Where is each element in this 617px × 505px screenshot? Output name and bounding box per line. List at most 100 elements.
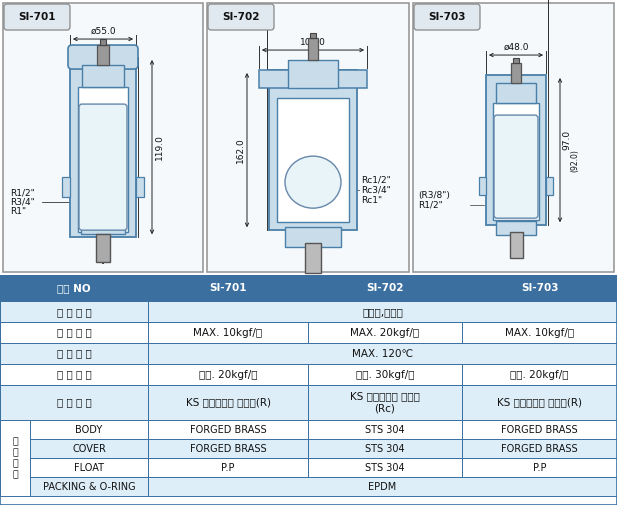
Text: 형식 NO: 형식 NO bbox=[57, 283, 91, 293]
Bar bbox=[3, 3, 203, 272]
Bar bbox=[82, 65, 124, 87]
FancyBboxPatch shape bbox=[4, 4, 70, 30]
Bar bbox=[148, 458, 308, 477]
FancyBboxPatch shape bbox=[208, 4, 274, 30]
Bar bbox=[148, 477, 617, 496]
Text: 냉온수,증온수: 냉온수,증온수 bbox=[362, 307, 403, 317]
Bar bbox=[136, 177, 144, 197]
Bar bbox=[462, 385, 617, 420]
Text: 수압. 20kgf/㎡: 수압. 20kgf/㎡ bbox=[199, 370, 257, 380]
Bar bbox=[413, 3, 614, 272]
Text: 적 용 유 체: 적 용 유 체 bbox=[57, 307, 91, 317]
Text: Rc3/4": Rc3/4" bbox=[361, 186, 391, 194]
Text: (R3/8"): (R3/8") bbox=[418, 191, 450, 199]
Text: MAX. 10kgf/㎡: MAX. 10kgf/㎡ bbox=[505, 328, 574, 338]
Text: 내 압 시 험: 내 압 시 험 bbox=[57, 370, 91, 380]
Bar bbox=[62, 177, 70, 197]
Bar bbox=[462, 458, 617, 477]
Bar bbox=[70, 57, 136, 237]
Text: 적 용 온 도: 적 용 온 도 bbox=[57, 348, 91, 359]
Bar bbox=[462, 275, 617, 301]
Bar bbox=[0, 385, 148, 420]
Bar bbox=[100, 39, 106, 45]
Text: SI-703: SI-703 bbox=[521, 283, 558, 293]
Text: R3/4": R3/4" bbox=[10, 197, 35, 207]
Bar bbox=[0, 322, 148, 343]
Text: FORGED BRASS: FORGED BRASS bbox=[501, 425, 578, 435]
Text: SI-703: SI-703 bbox=[428, 12, 466, 22]
Text: 적 용 압 력: 적 용 압 력 bbox=[57, 328, 91, 338]
Text: (92.0): (92.0) bbox=[570, 148, 579, 172]
Text: ø69.0: ø69.0 bbox=[300, 285, 326, 294]
Text: SI-702: SI-702 bbox=[366, 283, 404, 293]
Bar bbox=[308, 458, 462, 477]
Bar bbox=[308, 38, 318, 60]
Bar bbox=[308, 420, 462, 439]
Bar bbox=[148, 322, 308, 343]
Bar bbox=[308, 275, 462, 301]
Bar bbox=[30, 420, 148, 439]
Bar bbox=[511, 63, 521, 83]
Bar bbox=[308, 439, 462, 458]
Text: STS 304: STS 304 bbox=[365, 463, 405, 473]
Text: FORGED BRASS: FORGED BRASS bbox=[189, 425, 267, 435]
Text: SI-701: SI-701 bbox=[209, 283, 247, 293]
Text: MAX. 10kgf/㎡: MAX. 10kgf/㎡ bbox=[194, 328, 263, 338]
Bar bbox=[277, 98, 349, 222]
Text: Rc1/2": Rc1/2" bbox=[361, 176, 391, 185]
Bar bbox=[285, 227, 341, 247]
Text: 162.0: 162.0 bbox=[236, 137, 245, 163]
Bar bbox=[496, 221, 536, 235]
Bar bbox=[308, 385, 462, 420]
Bar bbox=[148, 385, 308, 420]
Text: R1/2": R1/2" bbox=[10, 189, 35, 197]
Text: STS 304: STS 304 bbox=[365, 443, 405, 453]
Bar bbox=[148, 439, 308, 458]
Bar bbox=[148, 275, 308, 301]
Bar bbox=[259, 70, 367, 88]
Bar bbox=[0, 420, 30, 496]
Bar bbox=[479, 177, 486, 195]
Ellipse shape bbox=[285, 156, 341, 208]
Text: KS 관용테이퍼 숫나사(R): KS 관용테이퍼 숫나사(R) bbox=[186, 397, 270, 408]
Text: KS 관용테이퍼 암나사
(Rc): KS 관용테이퍼 암나사 (Rc) bbox=[350, 391, 420, 414]
Text: SI-701: SI-701 bbox=[19, 12, 56, 22]
Bar bbox=[462, 364, 617, 385]
Bar bbox=[148, 343, 617, 364]
Bar bbox=[310, 33, 316, 38]
Bar bbox=[510, 232, 523, 258]
Bar bbox=[486, 75, 546, 225]
Text: P.P: P.P bbox=[532, 463, 546, 473]
Bar bbox=[148, 420, 308, 439]
Bar bbox=[30, 477, 148, 496]
Text: 주
요
제
질: 주 요 제 질 bbox=[12, 437, 18, 479]
Text: FLOAT: FLOAT bbox=[74, 463, 104, 473]
Bar bbox=[305, 243, 321, 273]
Bar bbox=[462, 322, 617, 343]
Text: ø48.0: ø48.0 bbox=[503, 43, 529, 52]
Text: EPDM: EPDM bbox=[368, 482, 397, 491]
Bar bbox=[0, 275, 148, 301]
Bar bbox=[148, 301, 617, 322]
Text: 접 속 방 식: 접 속 방 식 bbox=[57, 397, 91, 408]
FancyBboxPatch shape bbox=[79, 104, 127, 230]
Bar bbox=[0, 364, 148, 385]
Bar bbox=[96, 234, 110, 262]
Bar bbox=[493, 103, 539, 220]
Text: MAX. 20kgf/㎡: MAX. 20kgf/㎡ bbox=[350, 328, 420, 338]
FancyBboxPatch shape bbox=[414, 4, 480, 30]
Bar bbox=[462, 439, 617, 458]
Bar bbox=[462, 420, 617, 439]
Bar bbox=[0, 301, 148, 322]
Text: ø55.0: ø55.0 bbox=[90, 27, 116, 36]
Text: PACKING & O-RING: PACKING & O-RING bbox=[43, 482, 135, 491]
Text: R1/2": R1/2" bbox=[418, 200, 443, 210]
Text: FORGED BRASS: FORGED BRASS bbox=[189, 443, 267, 453]
Bar bbox=[30, 458, 148, 477]
Bar bbox=[207, 3, 409, 272]
Text: 수압. 20kgf/㎡: 수압. 20kgf/㎡ bbox=[510, 370, 569, 380]
Text: R1": R1" bbox=[10, 207, 26, 216]
Bar bbox=[78, 87, 128, 232]
Bar bbox=[308, 322, 462, 343]
Text: STS 304: STS 304 bbox=[365, 425, 405, 435]
